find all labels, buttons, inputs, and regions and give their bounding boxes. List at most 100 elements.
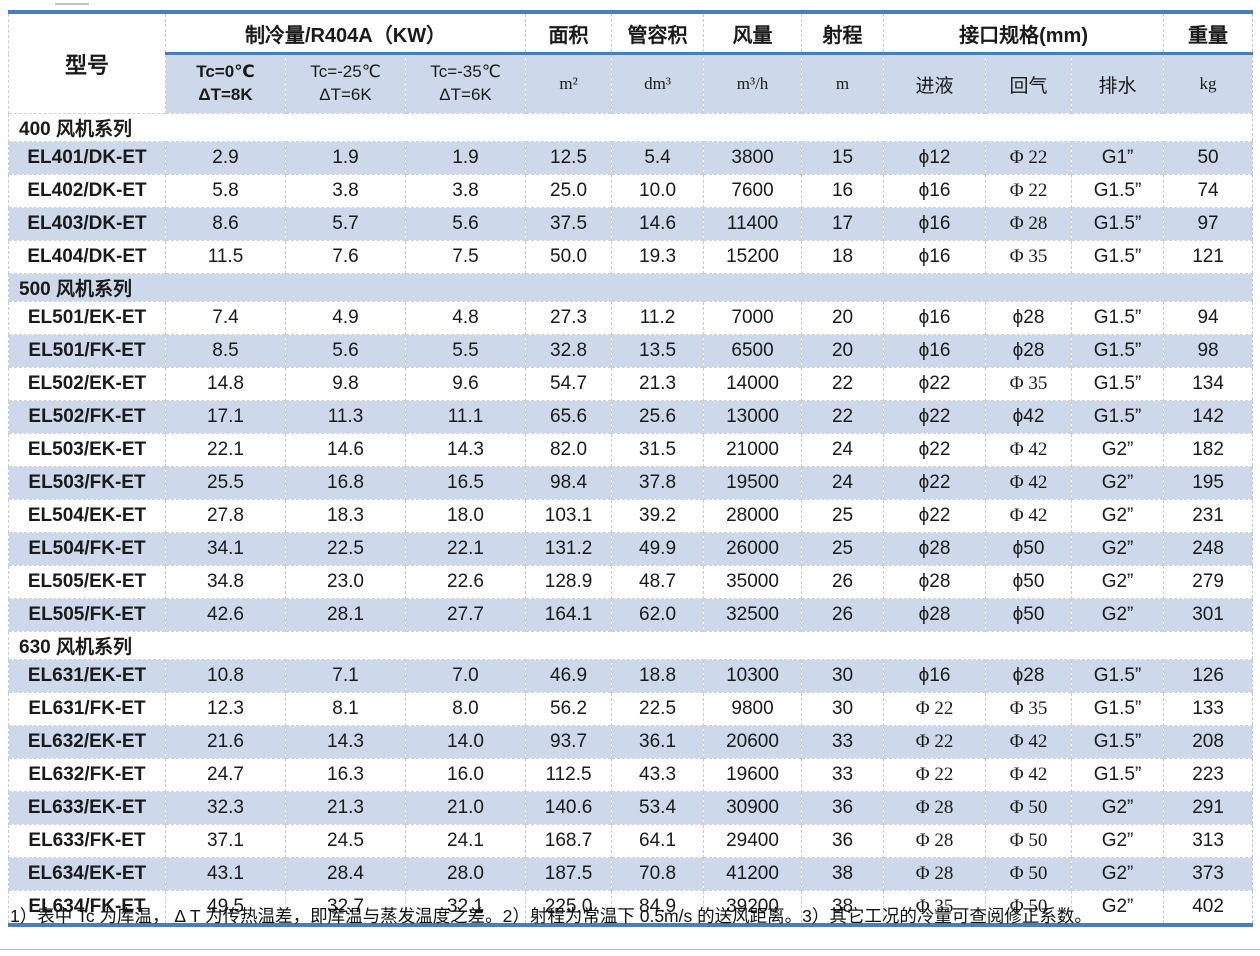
value-cell: 11.3	[285, 400, 406, 434]
value-cell: 37.8	[611, 466, 704, 500]
tc25-line2: ΔT=6K	[319, 85, 372, 104]
value-cell: 30	[801, 659, 884, 693]
value-cell: G2”	[1071, 565, 1164, 599]
value-cell: 6500	[703, 334, 802, 368]
table-row: EL502/EK-ET 14.8 9.8 9.6 54.7 21.3 14000 22 ϕ22 Φ…	[8, 367, 1253, 401]
table-row: EL402/DK-ET 5.8 3.8 3.8 25.0 10.0 7600 16 ϕ16 Φ 2…	[8, 174, 1253, 208]
value-cell: 279	[1163, 565, 1253, 599]
model-cell: EL504/EK-ET	[8, 499, 166, 533]
value-cell: 5.8	[165, 174, 286, 208]
value-cell: 18.3	[285, 499, 406, 533]
tc35-line2: ΔT=6K	[439, 85, 492, 104]
value-cell: 32.8	[525, 334, 612, 368]
value-cell: 30	[801, 692, 884, 726]
value-cell: ϕ28	[985, 301, 1072, 335]
value-cell: 7.5	[404, 240, 526, 274]
value-cell: 62.0	[611, 598, 704, 632]
value-cell: G2”	[1071, 433, 1164, 467]
tc35-line1: Tc=-35℃	[430, 62, 501, 82]
table-row: EL631/FK-ET 12.3 8.1 8.0 56.2 22.5 9800 30 Φ 22 Φ…	[8, 692, 1253, 726]
value-cell: 94	[1163, 301, 1253, 335]
value-cell: 28.4	[285, 857, 406, 891]
value-cell: 14000	[703, 367, 802, 401]
value-cell: 5.6	[285, 334, 406, 368]
value-cell: ϕ50	[985, 565, 1072, 599]
value-cell: 5.5	[404, 334, 526, 368]
value-cell: 9.8	[285, 367, 406, 401]
value-cell: 22.1	[404, 532, 526, 566]
value-cell: 50	[1163, 141, 1253, 175]
model-cell: EL404/DK-ET	[8, 240, 166, 274]
value-cell: G2”	[1071, 532, 1164, 566]
value-cell: 56.2	[525, 692, 612, 726]
value-cell: 21.3	[611, 367, 704, 401]
value-cell: Φ 42	[985, 725, 1072, 759]
model-cell: EL502/FK-ET	[8, 400, 166, 434]
value-cell: 18	[801, 240, 884, 274]
value-cell: ϕ16	[883, 301, 986, 335]
section-header-row: 400 风机系列	[7, 113, 1253, 142]
value-cell: 18.8	[611, 659, 704, 693]
value-cell: 208	[1163, 725, 1253, 759]
value-cell: 7600	[703, 174, 802, 208]
value-cell: 22.6	[404, 565, 526, 599]
value-cell: ϕ22	[883, 466, 986, 500]
value-cell: 13.5	[611, 334, 704, 368]
model-cell: EL501/EK-ET	[8, 301, 166, 335]
value-cell: G2”	[1071, 791, 1164, 825]
value-cell: 19500	[703, 466, 802, 500]
value-cell: 10.8	[165, 659, 286, 693]
value-cell: G1.5”	[1071, 692, 1164, 726]
value-cell: 3.8	[285, 174, 406, 208]
value-cell: ϕ50	[985, 598, 1072, 632]
value-cell: 23.0	[285, 565, 406, 599]
value-cell: 168.7	[525, 824, 612, 858]
table-row: EL503/EK-ET 22.1 14.6 14.3 82.0 31.5 21000 24 ϕ2…	[8, 433, 1253, 467]
subheader-gas-return: 回气	[985, 53, 1072, 114]
value-cell: 7000	[703, 301, 802, 335]
value-cell: ϕ16	[883, 207, 986, 241]
value-cell: 42.6	[165, 598, 286, 632]
value-cell: 25.5	[165, 466, 286, 500]
value-cell: Φ 42	[985, 466, 1072, 500]
value-cell: Φ 50	[985, 857, 1072, 891]
value-cell: G1.5”	[1071, 240, 1164, 274]
value-cell: 9.6	[404, 367, 526, 401]
value-cell: 14.0	[404, 725, 526, 759]
value-cell: 10300	[703, 659, 802, 693]
value-cell: 14.8	[165, 367, 286, 401]
value-cell: 5.6	[404, 207, 526, 241]
value-cell: 131.2	[525, 532, 612, 566]
value-cell: 41200	[703, 857, 802, 891]
subheader-tc-25: Tc=-25℃ ΔT=6K	[285, 53, 406, 114]
value-cell: G1.5”	[1071, 174, 1164, 208]
value-cell: ϕ22	[883, 400, 986, 434]
value-cell: Φ 22	[985, 174, 1072, 208]
value-cell: 11400	[703, 207, 802, 241]
subheader-liquid-inlet: 进液	[883, 53, 986, 114]
value-cell: 313	[1163, 824, 1253, 858]
value-cell: 7.6	[285, 240, 406, 274]
value-cell: 1.9	[404, 141, 526, 175]
value-cell: 28000	[703, 499, 802, 533]
value-cell: Φ 50	[985, 824, 1072, 858]
value-cell: 7.0	[404, 659, 526, 693]
section-title: 630 风机系列	[7, 631, 1253, 660]
value-cell: 26	[801, 598, 884, 632]
value-cell: 19600	[703, 758, 802, 792]
value-cell: 28.1	[285, 598, 406, 632]
model-cell: EL631/EK-ET	[8, 659, 166, 693]
value-cell: 121	[1163, 240, 1253, 274]
value-cell: 49.9	[611, 532, 704, 566]
model-cell: EL631/FK-ET	[8, 692, 166, 726]
model-cell: EL503/EK-ET	[8, 433, 166, 467]
value-cell: 21.6	[165, 725, 286, 759]
tc25-line1: Tc=-25℃	[310, 62, 381, 82]
value-cell: 36	[801, 824, 884, 858]
value-cell: G2”	[1071, 499, 1164, 533]
value-cell: ϕ50	[985, 532, 1072, 566]
value-cell: Φ 42	[985, 499, 1072, 533]
value-cell: 5.7	[285, 207, 406, 241]
value-cell: 12.5	[525, 141, 612, 175]
section-title: 500 风机系列	[7, 273, 1253, 302]
